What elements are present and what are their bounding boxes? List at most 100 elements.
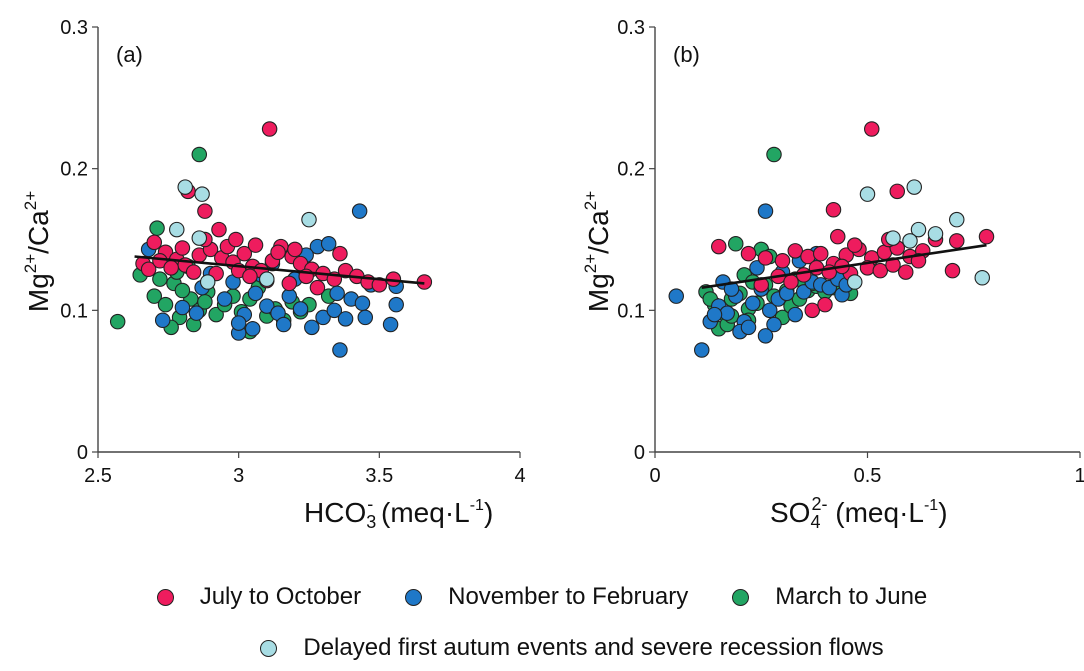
data-point [287, 241, 303, 258]
data-point [371, 277, 388, 293]
legend-label-july-october: July to October [199, 583, 362, 610]
panel-label: (b) [673, 42, 700, 67]
data-point [859, 186, 876, 202]
x-tick-label: 0.5 [854, 465, 882, 487]
data-point [188, 305, 205, 321]
data-point [783, 274, 799, 290]
x-tick-label: 1 [1074, 465, 1084, 487]
legend-item-july-october: July to October [156, 583, 362, 611]
data-point [174, 240, 191, 256]
data-point [766, 316, 782, 333]
data-point [787, 306, 803, 323]
y-tick-label: 0.1 [60, 300, 88, 322]
data-point [199, 274, 216, 290]
data-point [744, 295, 761, 311]
y-tick-label: 0.2 [60, 159, 88, 181]
data-point [846, 237, 863, 253]
y-tick-label: 0.3 [60, 17, 88, 39]
data-point [216, 291, 233, 307]
data-point [727, 236, 744, 252]
y-axis-title: Mg2+/Ca2+ [581, 191, 614, 312]
data-point [146, 234, 163, 251]
data-point [927, 226, 944, 242]
data-point [281, 275, 298, 292]
data-point [974, 269, 990, 286]
panel-b: 0 0.1 0.2 0.3 0 0.5 1 (b) SO42- (meq·L-1) Mg2+/Ca… [581, 17, 1084, 532]
data-point [304, 319, 320, 336]
data-point [332, 245, 348, 262]
data-point [247, 237, 264, 253]
data-point [194, 186, 210, 202]
legend-item-november-february: November to February [405, 583, 688, 611]
data-point [259, 298, 275, 314]
y-tick-label: 0.2 [617, 159, 645, 181]
data-point [757, 203, 774, 219]
data-point [169, 221, 185, 238]
data-point [978, 228, 995, 245]
data-point [766, 146, 782, 163]
data-point [351, 203, 368, 219]
data-point [191, 146, 208, 163]
data-point [154, 312, 171, 328]
data-point [944, 262, 961, 279]
legend-row-1: July to October November to February Mar… [0, 583, 1084, 611]
data-point [292, 301, 309, 317]
data-point [774, 253, 791, 269]
x-axis-title: SO42- (meq·L-1) [770, 494, 948, 532]
y-tick-label: 0.3 [617, 17, 645, 39]
legend-marker-delayed [260, 639, 278, 657]
x-tick-label: 4 [514, 465, 525, 487]
data-point [710, 238, 727, 255]
data-point [846, 274, 863, 290]
data-point [795, 267, 812, 283]
data-point [354, 295, 371, 311]
data-point [261, 121, 278, 137]
series-delayed-first-autum-events-and-severe-recession-flows [169, 179, 317, 290]
series-july-to-october [135, 121, 433, 296]
data-point [174, 299, 191, 316]
data-point [948, 211, 965, 228]
trend-line [134, 255, 425, 285]
data-point [163, 260, 179, 276]
data-point [719, 305, 735, 321]
data-point [885, 230, 901, 246]
x-tick-label: 2.5 [84, 465, 112, 487]
chart-canvas: 0 0.1 0.2 0.3 2.5 3 3.5 4 (a) HCO3- (meq·L-1) Mg2+… [21, 17, 1084, 532]
data-point [795, 284, 812, 300]
data-point [197, 203, 213, 219]
panel-label: (a) [116, 42, 143, 67]
data-point [382, 316, 399, 333]
legend-item-march-june: March to June [732, 583, 927, 611]
data-point [357, 309, 374, 326]
data-point [829, 228, 846, 245]
data-point [749, 260, 765, 276]
data-point [897, 264, 914, 280]
data-point [761, 302, 778, 319]
panel-a: 0 0.1 0.2 0.3 2.5 3 3.5 4 (a) HCO3- (meq·L-1) Mg2+… [21, 17, 526, 532]
data-point [244, 320, 261, 337]
data-point [157, 296, 174, 313]
data-point [208, 306, 224, 323]
legend-marker-march-june [732, 588, 750, 606]
data-point [804, 302, 820, 319]
data-point [863, 121, 880, 137]
x-tick-label: 0 [649, 465, 660, 487]
data-point [152, 271, 168, 287]
series-delayed-first-autum-events-and-severe-recession-flows [846, 179, 990, 290]
data-point [740, 245, 757, 262]
data-point [872, 262, 888, 279]
data-point [388, 296, 404, 313]
data-point [242, 268, 258, 285]
data-point [309, 279, 326, 296]
x-tick-label: 3 [233, 465, 244, 487]
data-point [236, 245, 253, 262]
data-point [301, 211, 317, 228]
data-point [693, 342, 710, 358]
trend-line [701, 243, 987, 289]
data-point [174, 282, 191, 299]
data-point [230, 315, 247, 331]
data-point [177, 179, 193, 195]
data-point [902, 233, 918, 249]
data-point [757, 328, 774, 344]
y-tick-label: 0 [634, 442, 645, 464]
